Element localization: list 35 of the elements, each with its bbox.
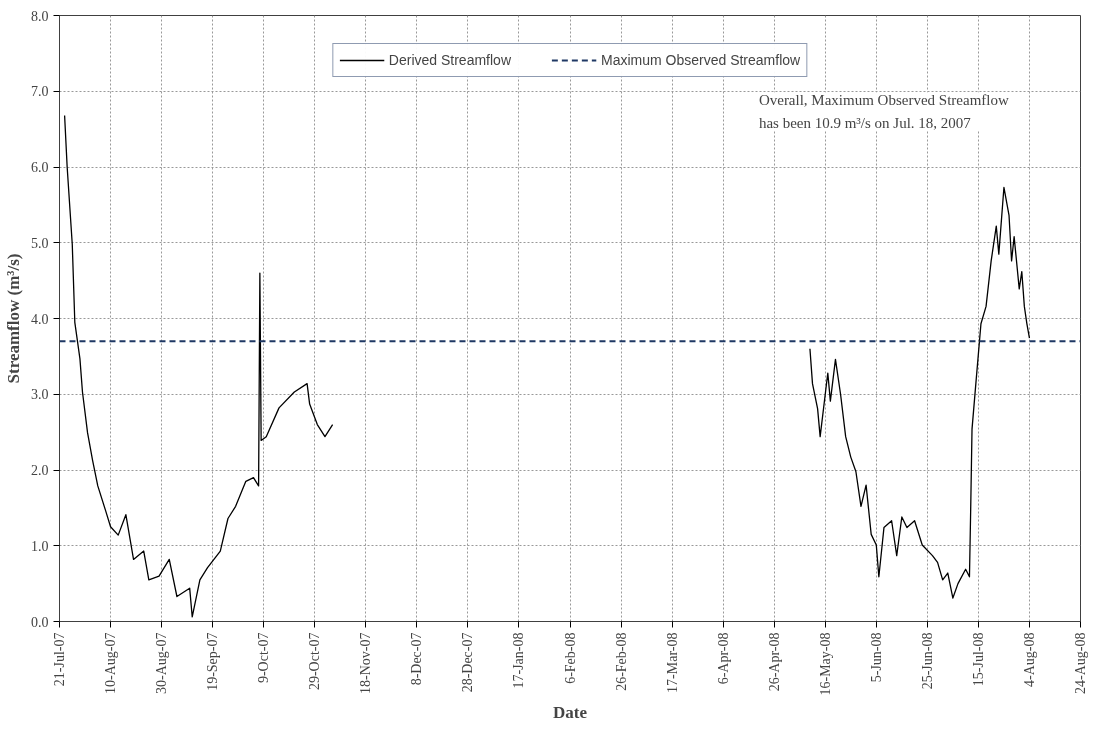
- y-tick-label: 7.0: [31, 84, 49, 100]
- x-tick-label: 8-Dec-07: [409, 632, 425, 686]
- y-tick-label: 3.0: [31, 387, 49, 403]
- x-tick-label: 4-Aug-08: [1021, 632, 1037, 687]
- y-tick-label: 0.0: [31, 614, 49, 630]
- y-tick-label: 8.0: [31, 8, 49, 24]
- x-axis-title: Date: [553, 703, 588, 723]
- x-tick-label: 19-Sep-07: [205, 632, 221, 691]
- x-tick-label: 18-Nov-07: [358, 632, 374, 694]
- x-tick-label: 5-Jun-08: [868, 632, 884, 683]
- x-tick-label: 25-Jun-08: [919, 632, 935, 690]
- x-tick-label: 24-Aug-08: [1073, 632, 1088, 694]
- x-tick-label: 9-Oct-07: [256, 632, 272, 684]
- x-tick-label: 17-Mar-08: [664, 632, 680, 693]
- x-tick-label: 26-Feb-08: [613, 632, 629, 691]
- x-tick-label: 10-Aug-07: [103, 632, 119, 694]
- x-tick-label: 16-May-08: [817, 632, 833, 696]
- x-tick-label: 28-Dec-07: [460, 632, 476, 693]
- x-tick-label: 21-Jul-07: [52, 632, 67, 687]
- x-tick-label: 17-Jan-08: [511, 632, 527, 689]
- x-tick-label: 6-Apr-08: [715, 632, 731, 685]
- legend-label: Maximum Observed Streamflow: [600, 52, 801, 68]
- y-tick-label: 6.0: [31, 160, 49, 175]
- y-tick-label: 1.0: [31, 538, 49, 554]
- annotation: Overall, Maximum Observed Streamflow has been 10.9 m³/s on Jul. 18, 2007: [758, 92, 1009, 131]
- y-tick-label: 4.0: [31, 311, 49, 327]
- legend-label: Derived Streamflow: [388, 52, 511, 68]
- x-tick-label: 30-Aug-07: [154, 632, 170, 694]
- y-tick-label: 2.0: [31, 463, 49, 478]
- y-axis-title: Streamflow (m³/s): [4, 253, 23, 384]
- x-tick-label: 6-Feb-08: [562, 632, 578, 684]
- y-tick-label: 5.0: [31, 235, 49, 251]
- x-tick-label: 29-Oct-07: [307, 632, 323, 691]
- x-tick-label: 15-Jul-08: [970, 632, 986, 687]
- x-tick-label: 26-Apr-08: [766, 632, 782, 692]
